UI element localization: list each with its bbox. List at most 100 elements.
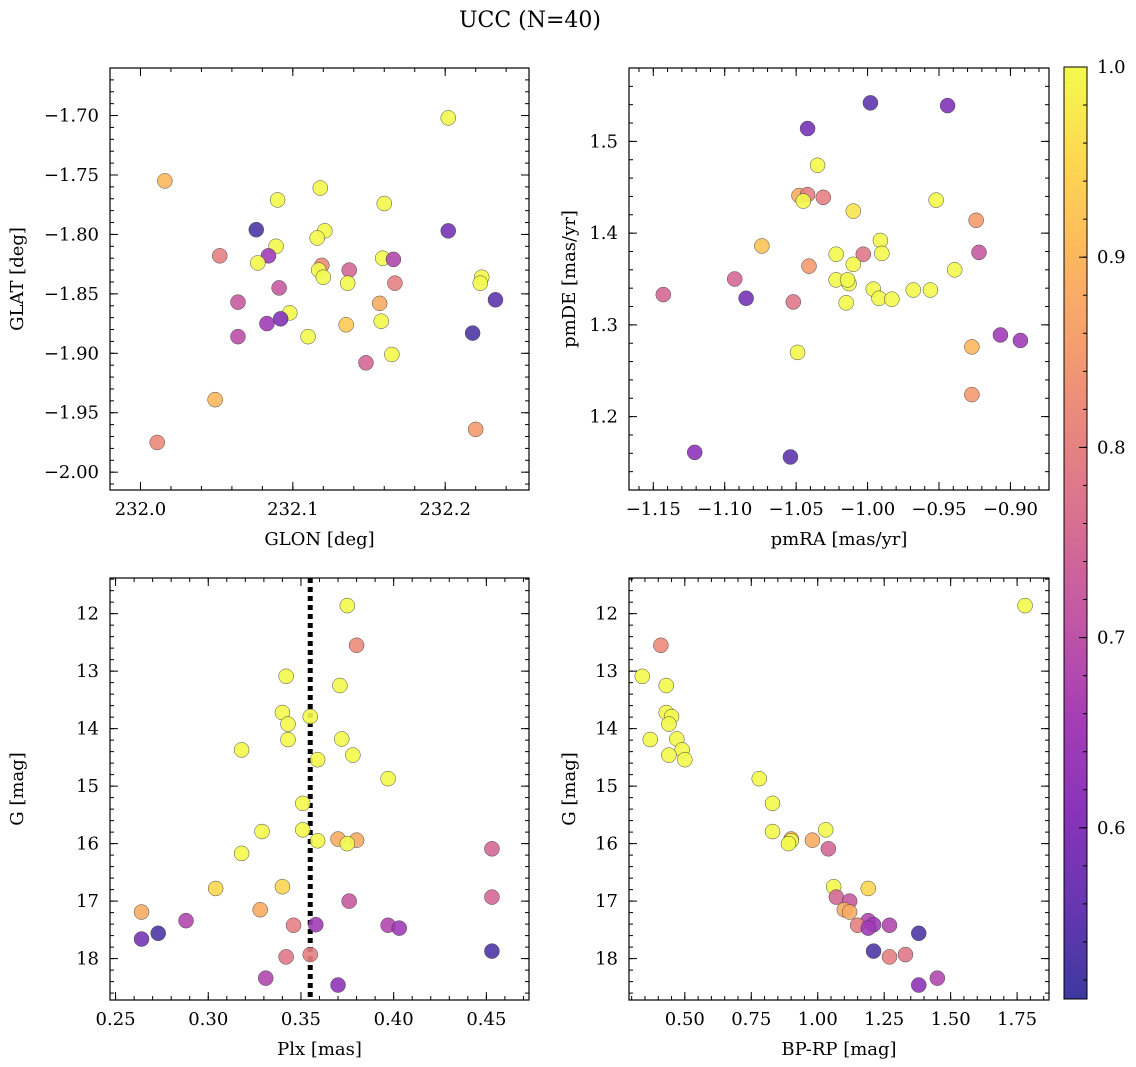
data-point [653, 637, 669, 654]
data-point [874, 245, 890, 262]
data-point [971, 244, 987, 261]
x-tick-label: −0.95 [911, 499, 966, 520]
data-point [252, 901, 268, 918]
data-point [371, 295, 388, 312]
figure-title: UCC (N=40) [459, 8, 601, 33]
data-point [133, 904, 150, 920]
data-point [785, 294, 802, 310]
data-point [865, 943, 882, 959]
data-point [259, 315, 275, 332]
x-tick-label: −0.90 [983, 499, 1038, 520]
data-point [341, 262, 357, 278]
data-point [373, 313, 389, 329]
panel-glon-glat: 232.0 232.1 232.2 −2.00 −1.95 −1.90 −1.85 −1.80… [7, 67, 530, 550]
colorbar-tick-label: 0.8 [1097, 437, 1126, 458]
data-point [207, 880, 224, 897]
data-point [157, 173, 173, 189]
y-tick-label: −1.90 [44, 343, 99, 364]
x-tick-label: 1.25 [864, 1009, 904, 1030]
data-point [855, 246, 872, 262]
data-point [1017, 597, 1033, 614]
data-point [233, 845, 250, 862]
x-tick-label: 1.50 [931, 1009, 971, 1030]
x-tick-label: 232.1 [267, 499, 319, 520]
y-tick-label: −1.85 [44, 284, 99, 305]
y-tick-label: 15 [76, 776, 99, 797]
data-point [992, 327, 1009, 343]
data-point [642, 731, 659, 748]
data-point [929, 970, 946, 986]
x-tick-label: 0.50 [665, 1009, 705, 1030]
y-tick-label: 17 [595, 891, 618, 912]
data-point [358, 355, 374, 371]
colorbar-gradient [1063, 66, 1088, 1000]
data-point [274, 878, 291, 895]
data-point [686, 444, 703, 461]
data-point [250, 255, 266, 271]
data-point [910, 977, 927, 993]
y-tick-label: 14 [76, 719, 99, 740]
y-tick-label: 14 [595, 719, 618, 740]
y-tick-label: 15 [595, 776, 618, 797]
y-tick-label: 1.4 [589, 223, 618, 244]
y-axis-label: G [mag] [7, 752, 28, 825]
data-point [677, 751, 693, 768]
data-point [751, 770, 768, 787]
data-point [661, 747, 677, 763]
panel-pmra-pmde: −1.15 −1.10 −1.05 −1.00 −0.95 −0.90 1.2 1.3 1.4 1… [559, 67, 1050, 550]
data-point [345, 747, 361, 763]
x-tick-label: 0.35 [281, 1009, 321, 1030]
data-point [964, 386, 980, 403]
data-point [484, 943, 500, 959]
data-point [780, 835, 797, 852]
y-tick-label: 16 [76, 834, 99, 855]
data-point [285, 917, 302, 934]
x-tick-label: 0.75 [731, 1009, 771, 1030]
data-point [467, 421, 484, 438]
data-point [464, 325, 481, 341]
data-point [302, 946, 318, 963]
data-point [789, 344, 806, 361]
data-point [380, 770, 396, 787]
data-point [315, 269, 332, 285]
x-tick-label: 0.30 [188, 1009, 228, 1030]
data-point [149, 434, 165, 451]
y-tick-label: 1.2 [589, 407, 618, 428]
data-point [860, 880, 876, 897]
data-point [1012, 332, 1029, 349]
data-point [634, 668, 651, 685]
data-point [233, 742, 250, 758]
data-point [845, 203, 862, 219]
colorbar: 0.6 0.7 0.8 0.9 1.0 [1063, 57, 1126, 1000]
data-point [308, 916, 324, 933]
data-point [269, 192, 286, 208]
data-point [295, 795, 311, 812]
data-point [312, 180, 329, 196]
y-axis-label: pmDE [mas/yr] [559, 210, 580, 348]
data-point [280, 716, 296, 732]
data-point [440, 110, 456, 126]
data-point [280, 731, 296, 748]
data-point [910, 925, 927, 942]
data-point [302, 708, 318, 725]
data-point [809, 157, 826, 173]
data-point [385, 251, 402, 268]
data-point [484, 841, 500, 857]
colorbar-tick-label: 0.6 [1097, 818, 1126, 839]
data-point [860, 920, 876, 936]
y-tick-label: 12 [595, 604, 618, 625]
x-tick-label: −1.15 [626, 499, 681, 520]
data-point [254, 823, 270, 840]
data-point [339, 597, 356, 614]
y-tick-label: 16 [595, 834, 618, 855]
data-point [928, 192, 944, 208]
colorbar-tick-label: 1.0 [1097, 57, 1126, 78]
data-point [764, 795, 781, 812]
y-tick-label: −1.80 [44, 224, 99, 245]
data-point [801, 258, 817, 274]
data-point [881, 949, 898, 965]
data-point [339, 835, 356, 852]
data-point [300, 328, 316, 345]
y-tick-label: −1.95 [44, 403, 99, 424]
